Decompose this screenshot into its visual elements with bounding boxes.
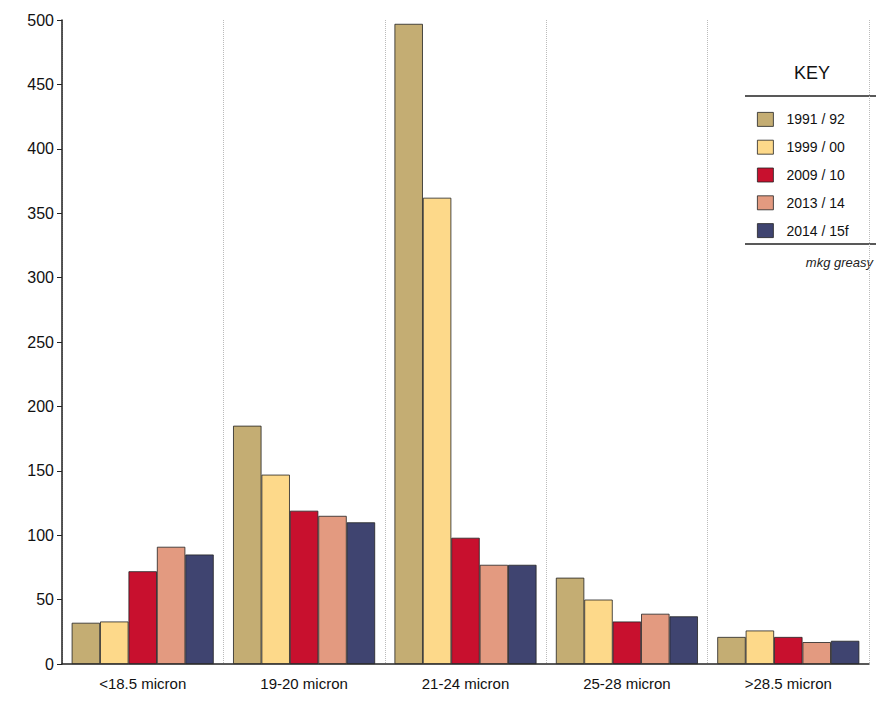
svg-text:<18.5 micron: <18.5 micron	[99, 675, 186, 692]
svg-text:1999 / 00: 1999 / 00	[786, 139, 845, 155]
svg-text:300: 300	[27, 269, 54, 286]
svg-text:1991 / 92: 1991 / 92	[786, 111, 845, 127]
svg-text:2009 / 10: 2009 / 10	[786, 167, 845, 183]
svg-text:50: 50	[36, 591, 54, 608]
svg-text:350: 350	[27, 205, 54, 222]
svg-text:mkg greasy: mkg greasy	[806, 255, 875, 270]
svg-text:>28.5 micron: >28.5 micron	[745, 675, 832, 692]
svg-text:150: 150	[27, 462, 54, 479]
svg-text:250: 250	[27, 334, 54, 351]
svg-text:25-28 micron: 25-28 micron	[583, 675, 671, 692]
svg-text:0: 0	[45, 656, 54, 673]
svg-text:400: 400	[27, 140, 54, 157]
svg-text:21-24 micron: 21-24 micron	[422, 675, 510, 692]
svg-text:200: 200	[27, 398, 54, 415]
svg-text:2013 / 14: 2013 / 14	[786, 195, 845, 211]
svg-text:19-20 micron: 19-20 micron	[260, 675, 348, 692]
svg-text:KEY: KEY	[794, 63, 830, 83]
svg-text:100: 100	[27, 527, 54, 544]
svg-text:450: 450	[27, 76, 54, 93]
svg-text:2014 / 15f: 2014 / 15f	[786, 223, 848, 239]
svg-text:500: 500	[27, 12, 54, 29]
